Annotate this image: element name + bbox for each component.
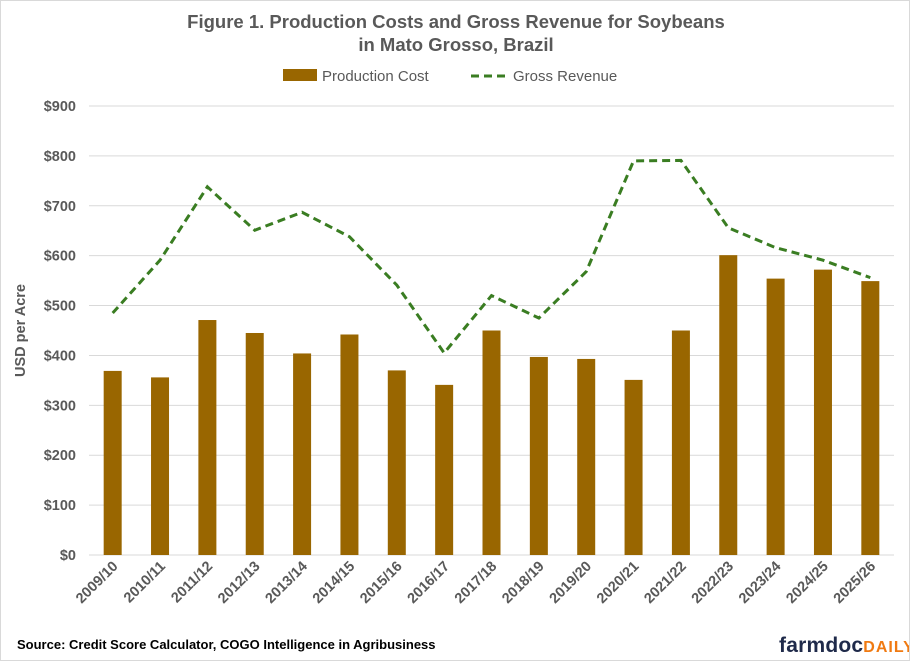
bar-production-cost (245, 332, 264, 555)
bar-production-cost (103, 370, 122, 555)
x-tick-label: 2012/13 (215, 559, 263, 607)
x-tick-label: 2013/14 (263, 559, 311, 607)
x-tick-label: 2016/17 (405, 559, 453, 607)
bar-production-cost (387, 370, 406, 555)
x-tick-label: 2024/25 (783, 559, 831, 607)
bar-production-cost (719, 255, 738, 555)
x-tick-label: 2018/19 (499, 559, 547, 607)
y-tick-label: $300 (44, 398, 76, 414)
logo-accent: DAILY (863, 639, 910, 656)
farmdoc-logo: farmdocDAILY (779, 634, 910, 658)
y-tick-label: $800 (44, 149, 76, 165)
y-tick-label: $400 (44, 348, 76, 364)
bar-production-cost (671, 330, 690, 555)
x-tick-label: 2022/23 (689, 559, 737, 607)
bar-production-cost (766, 278, 785, 555)
y-tick-label: $700 (44, 199, 76, 215)
x-tick-label: 2015/16 (357, 559, 405, 607)
bar-production-cost (624, 379, 643, 555)
y-tick-label: $100 (44, 498, 76, 514)
x-tick-label: 2011/12 (168, 559, 216, 607)
logo-main: farmdoc (779, 634, 864, 657)
bar-production-cost (340, 334, 359, 555)
bar-production-cost (151, 377, 170, 555)
legend-label-gross-revenue: Gross Revenue (513, 68, 617, 85)
line-gross-revenue (111, 158, 871, 356)
y-axis-label: USD per Acre (13, 284, 29, 377)
chart-title-line2: in Mato Grosso, Brazil (358, 34, 554, 55)
bar-production-cost (435, 384, 454, 555)
x-tick-label: 2019/20 (547, 559, 595, 607)
y-tick-label: $0 (60, 548, 76, 564)
bar-production-cost (861, 281, 880, 555)
x-tick-label: 2025/26 (831, 559, 879, 607)
y-tick-label: $500 (44, 299, 76, 315)
x-tick-label: 2021/22 (641, 559, 689, 607)
y-tick-label: $200 (44, 448, 76, 464)
chart-title: Figure 1. Production Costs and Gross Rev… (187, 11, 725, 32)
x-tick-label: 2023/24 (736, 559, 784, 607)
bar-production-cost (529, 356, 548, 555)
source-note: Source: Credit Score Calculator, COGO In… (17, 637, 436, 652)
x-tick-label: 2017/18 (452, 559, 500, 607)
legend-swatch-production-cost (283, 69, 317, 81)
bar-production-cost (813, 269, 832, 555)
x-tick-label: 2014/15 (310, 559, 358, 607)
y-tick-label: $900 (44, 99, 76, 115)
y-tick-label: $600 (44, 249, 76, 265)
x-tick-label: 2010/11 (121, 559, 169, 607)
bar-production-cost (577, 358, 596, 555)
x-tick-label: 2020/21 (594, 559, 642, 607)
x-tick-label: 2009/10 (73, 559, 121, 607)
legend-label-production-cost: Production Cost (322, 68, 430, 85)
bar-production-cost (293, 353, 312, 555)
bar-production-cost (482, 330, 501, 555)
bar-production-cost (198, 320, 217, 555)
